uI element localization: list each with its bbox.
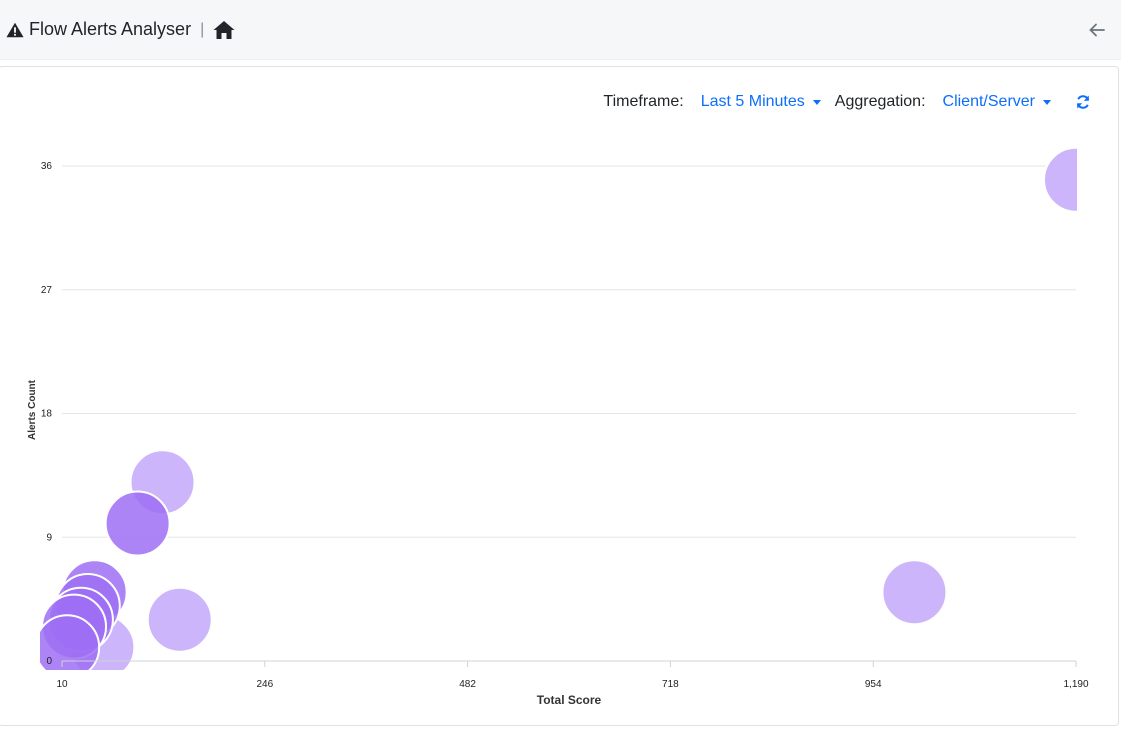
title-separator: | (200, 20, 205, 38)
warning-triangle-icon (6, 22, 24, 37)
home-icon[interactable] (213, 20, 235, 40)
y-axis-ticks: 0 9 18 27 36 (41, 161, 53, 667)
x-tick-label: 10 (56, 679, 68, 690)
bubble-point[interactable] (1043, 146, 1108, 213)
timeframe-dropdown[interactable]: Last 5 Minutes (701, 93, 821, 111)
arrow-left-icon[interactable] (1088, 21, 1106, 39)
bubble-point[interactable] (146, 586, 213, 653)
chart-grid (62, 165, 1076, 538)
x-tick-label: 1,190 (1063, 679, 1088, 690)
x-tick-label: 718 (662, 679, 679, 690)
aggregation-dropdown[interactable]: Client/Server (943, 93, 1051, 111)
caret-down-icon (812, 99, 821, 105)
x-tick-label: 954 (865, 679, 882, 690)
chart-bubbles (35, 146, 1108, 679)
caret-down-icon (1043, 99, 1051, 105)
aggregation-value: Client/Server (942, 93, 1035, 110)
x-axis-title: Total Score (537, 693, 602, 707)
x-tick-label: 246 (256, 679, 273, 690)
timeframe-label: Timeframe: (603, 93, 684, 110)
y-tick-label: 27 (41, 285, 53, 296)
bubble-point[interactable] (35, 614, 101, 679)
top-navbar: Flow Alerts Analyser | (0, 0, 1121, 60)
x-tick-label: 482 (459, 679, 476, 690)
timeframe-value: Last 5 Minutes (700, 93, 805, 110)
x-axis-ticks: 10 246 482 718 954 1,190 (56, 661, 1089, 690)
y-tick-label: 18 (41, 409, 53, 420)
y-tick-label: 36 (41, 161, 53, 172)
page-title: Flow Alerts Analyser (29, 19, 192, 39)
bubble-point[interactable] (881, 559, 948, 626)
y-tick-label: 0 (46, 656, 52, 667)
bubble-point[interactable] (104, 490, 171, 557)
y-axis-title: Alerts Count (27, 379, 38, 440)
chart-controls: Timeframe: Last 5 Minutes Aggregation: C… (603, 93, 1091, 111)
refresh-icon[interactable] (1075, 94, 1091, 110)
y-tick-label: 9 (46, 532, 52, 543)
brand: Flow Alerts Analyser | (0, 19, 235, 40)
aggregation-label: Aggregation: (834, 93, 926, 110)
bubble-chart: 10 246 482 718 954 1,190 0 9 18 27 36 Total Score… (27, 146, 1108, 707)
